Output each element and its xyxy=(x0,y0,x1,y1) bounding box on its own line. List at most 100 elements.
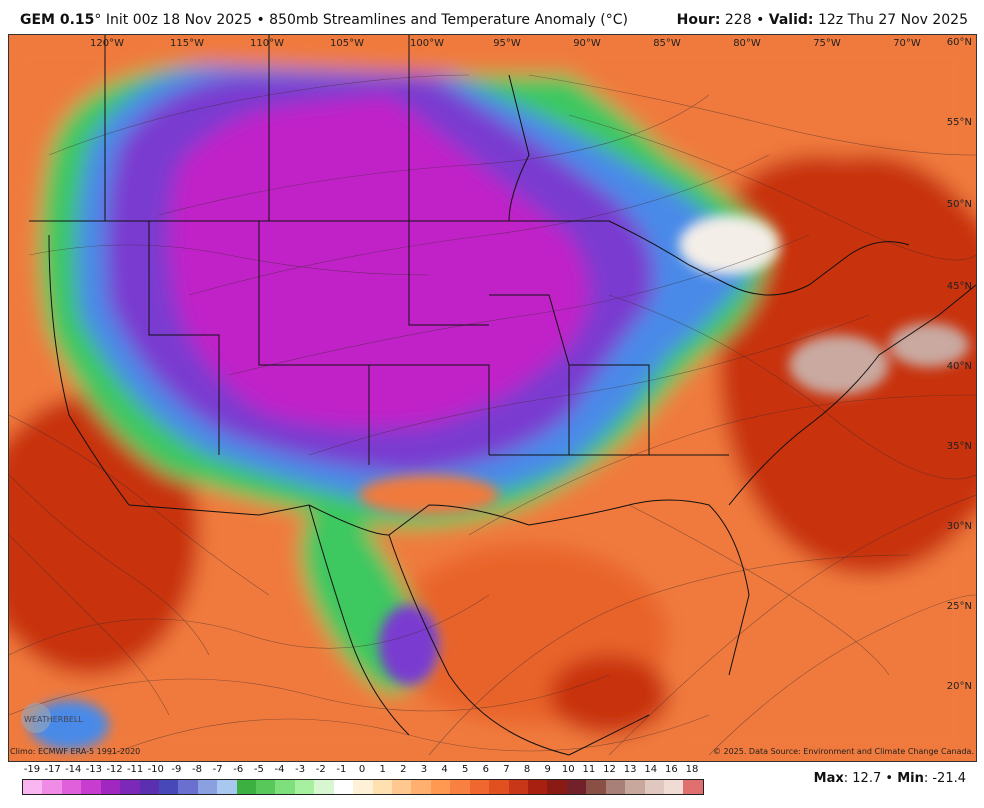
init-time: Init 00z 18 Nov 2025 xyxy=(105,12,252,28)
streamline xyxy=(628,504,890,676)
colorbar-cell xyxy=(644,780,664,794)
colorbar-label: 5 xyxy=(461,764,469,775)
latitude-label: 60°N xyxy=(947,37,972,48)
streamline xyxy=(158,94,710,216)
colorbar-label: 11 xyxy=(582,764,596,775)
streamline xyxy=(9,534,170,716)
colorbar-cell xyxy=(663,780,684,794)
colorbar-cell xyxy=(392,780,412,794)
border-line xyxy=(369,364,490,455)
colorbar-label: 1 xyxy=(379,764,386,775)
colorbar-cell xyxy=(586,780,606,794)
model-deg: ° xyxy=(94,12,102,28)
border-line xyxy=(388,534,570,756)
colorbar-label: 9 xyxy=(544,764,551,775)
hour-label: Hour: xyxy=(676,12,721,28)
colorbar-cell xyxy=(61,780,82,794)
colorbar-cell xyxy=(411,780,431,794)
longitude-label: 115°W xyxy=(170,38,204,49)
streamline xyxy=(9,594,490,656)
streamline xyxy=(228,234,810,376)
yucatan-warm-area xyxy=(549,655,669,735)
colorbar-label: 3 xyxy=(420,764,428,775)
streamline xyxy=(9,674,610,716)
colorbar-label: -11 xyxy=(126,764,144,775)
colorbar-cell xyxy=(314,780,334,794)
header: GEM 0.15° Init 00z 18 Nov 2025 • 850mb S… xyxy=(0,0,984,34)
max-label: Max xyxy=(813,771,844,786)
streamlines xyxy=(9,74,976,756)
colorbar-cell xyxy=(566,780,587,794)
longitude-label: 120°W xyxy=(90,38,124,49)
cold-magenta-core xyxy=(169,95,589,429)
border-line xyxy=(569,364,650,455)
map-canvas: 120°W 115°W 110°W 105°W 100°W 95°W 90°W 85°W 80°… xyxy=(9,35,976,761)
streamline xyxy=(708,594,976,756)
latitude-label: 50°N xyxy=(947,199,972,210)
border-line xyxy=(508,74,530,222)
colorbar-cell xyxy=(547,780,567,794)
border-line xyxy=(48,234,130,506)
border-line xyxy=(408,221,489,326)
latitude-label: 20°N xyxy=(947,681,972,692)
border-line xyxy=(148,221,220,455)
product-name: 850mb Streamlines and Temperature Anomal… xyxy=(269,12,628,28)
colorbar-cell xyxy=(489,780,509,794)
colorbar-label: -9 xyxy=(171,764,182,775)
ohio-valley-hot-area xyxy=(789,335,889,395)
valid-time: Hour: 228 • Valid: 12z Thu 27 Nov 2025 xyxy=(677,12,968,28)
colorbar-cell xyxy=(81,780,101,794)
colorbar-label: -4 xyxy=(274,764,285,775)
valid-label: Valid: xyxy=(768,12,814,28)
colorbar-label: -1 xyxy=(336,764,347,775)
colorbar-cell xyxy=(178,780,198,794)
colorbar-cell xyxy=(450,780,470,794)
colorbar-label: 8 xyxy=(523,764,531,775)
new-england-hot-area xyxy=(889,323,969,367)
streamline xyxy=(468,394,976,536)
logo-text: WEATHERBELL xyxy=(24,715,83,724)
model-name: GEM 0.15 xyxy=(20,12,95,28)
colorbar-cell xyxy=(353,780,373,794)
streamline xyxy=(188,154,770,296)
colorbar-cell xyxy=(120,780,140,794)
border-line xyxy=(728,284,976,506)
colorbar-cell xyxy=(430,780,451,794)
colorbar-label: -10 xyxy=(147,764,164,775)
min-label: Min xyxy=(897,771,924,786)
colorbar-cell xyxy=(197,780,218,794)
longitude-label: 105°W xyxy=(330,38,364,49)
colorbar-cell xyxy=(158,780,179,794)
valid-bullet: • xyxy=(756,12,765,28)
colorbar-label: -3 xyxy=(295,764,306,775)
maxmin-bullet: • xyxy=(885,771,894,786)
latitude-label: 55°N xyxy=(947,117,972,128)
colorbar-label: -14 xyxy=(65,764,82,775)
border-line xyxy=(808,241,910,286)
longitude-label: 90°W xyxy=(573,38,601,49)
great-lakes-neutral-band xyxy=(679,215,779,275)
streamline xyxy=(9,474,210,656)
streamline xyxy=(528,74,976,156)
colorbar-label: 13 xyxy=(623,764,637,775)
latitude-label: 30°N xyxy=(947,521,972,532)
temperature-anomaly-field xyxy=(9,35,976,761)
colorbar: -19 -17 -14 -13 -12 -11 -10 -9 -8 -7 -6 -5 -4 -3 -2 -1 0… xyxy=(22,762,704,798)
colorbar-label: -17 xyxy=(44,764,61,775)
colorbar-cell xyxy=(527,780,548,794)
map[interactable]: 120°W 115°W 110°W 105°W 100°W 95°W 90°W 85°W 80°… xyxy=(8,34,977,762)
border-line xyxy=(568,714,650,756)
max-value: 12.7 xyxy=(852,771,882,786)
colorbar-cell xyxy=(100,780,121,794)
colorbar-label: -7 xyxy=(212,764,223,775)
colorbar-cell xyxy=(333,780,354,794)
streamline xyxy=(28,244,430,276)
longitude-labels: 120°W 115°W 110°W 105°W 100°W 95°W 90°W 85°W 80°… xyxy=(90,38,921,49)
colorbar-label: 0 xyxy=(358,764,366,775)
border-line xyxy=(728,284,810,296)
streamline xyxy=(608,294,976,480)
longitude-label: 95°W xyxy=(493,38,521,49)
colorbar-label: -12 xyxy=(106,764,123,775)
latitude-labels: 60°N 55°N 50°N 45°N 40°N 35°N 30°N 25°N 20°N xyxy=(947,37,972,692)
colorbar-cell xyxy=(625,780,645,794)
